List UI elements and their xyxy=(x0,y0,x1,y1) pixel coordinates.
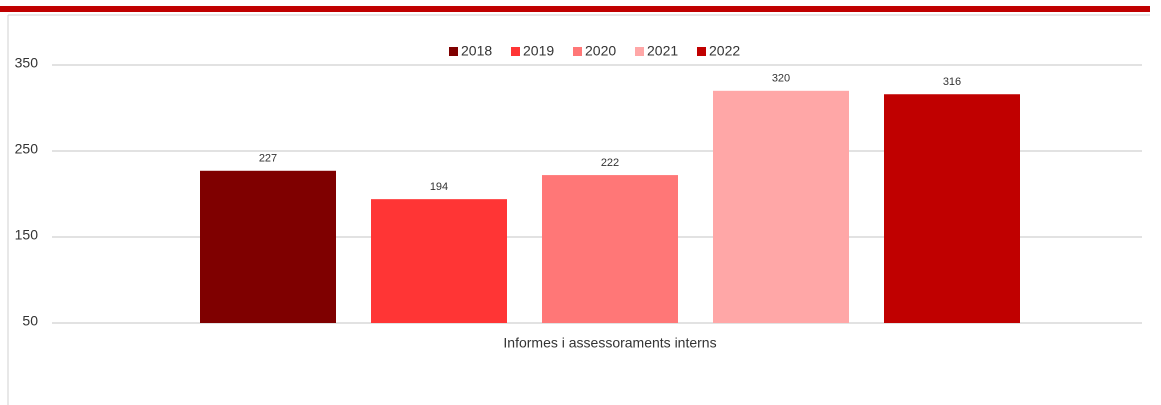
value-label: 320 xyxy=(772,73,790,85)
bar xyxy=(371,199,507,323)
legend-label: 2020 xyxy=(585,43,616,59)
y-tick-label: 50 xyxy=(22,313,38,329)
top-bar xyxy=(0,6,1150,12)
y-tick-label: 250 xyxy=(15,141,39,157)
legend-swatch xyxy=(449,47,458,56)
legend-label: 2019 xyxy=(523,43,554,59)
value-label: 194 xyxy=(430,181,448,193)
bar xyxy=(713,90,849,323)
value-label: 227 xyxy=(259,153,277,165)
legend-swatch xyxy=(635,47,644,56)
legend-swatch xyxy=(573,47,582,56)
bar xyxy=(884,94,1020,324)
value-label: 316 xyxy=(943,76,961,88)
legend-swatch xyxy=(697,47,706,56)
y-tick-label: 150 xyxy=(15,227,39,243)
legend-label: 2021 xyxy=(647,43,678,59)
bar xyxy=(542,175,678,323)
legend-label: 2022 xyxy=(709,43,740,59)
y-tick-label: 350 xyxy=(15,55,39,71)
value-label: 222 xyxy=(601,157,619,169)
x-tick-label: Informes i assessoraments interns xyxy=(503,335,716,351)
legend-label: 2018 xyxy=(461,43,492,59)
bar xyxy=(200,170,336,323)
legend-swatch xyxy=(511,47,520,56)
